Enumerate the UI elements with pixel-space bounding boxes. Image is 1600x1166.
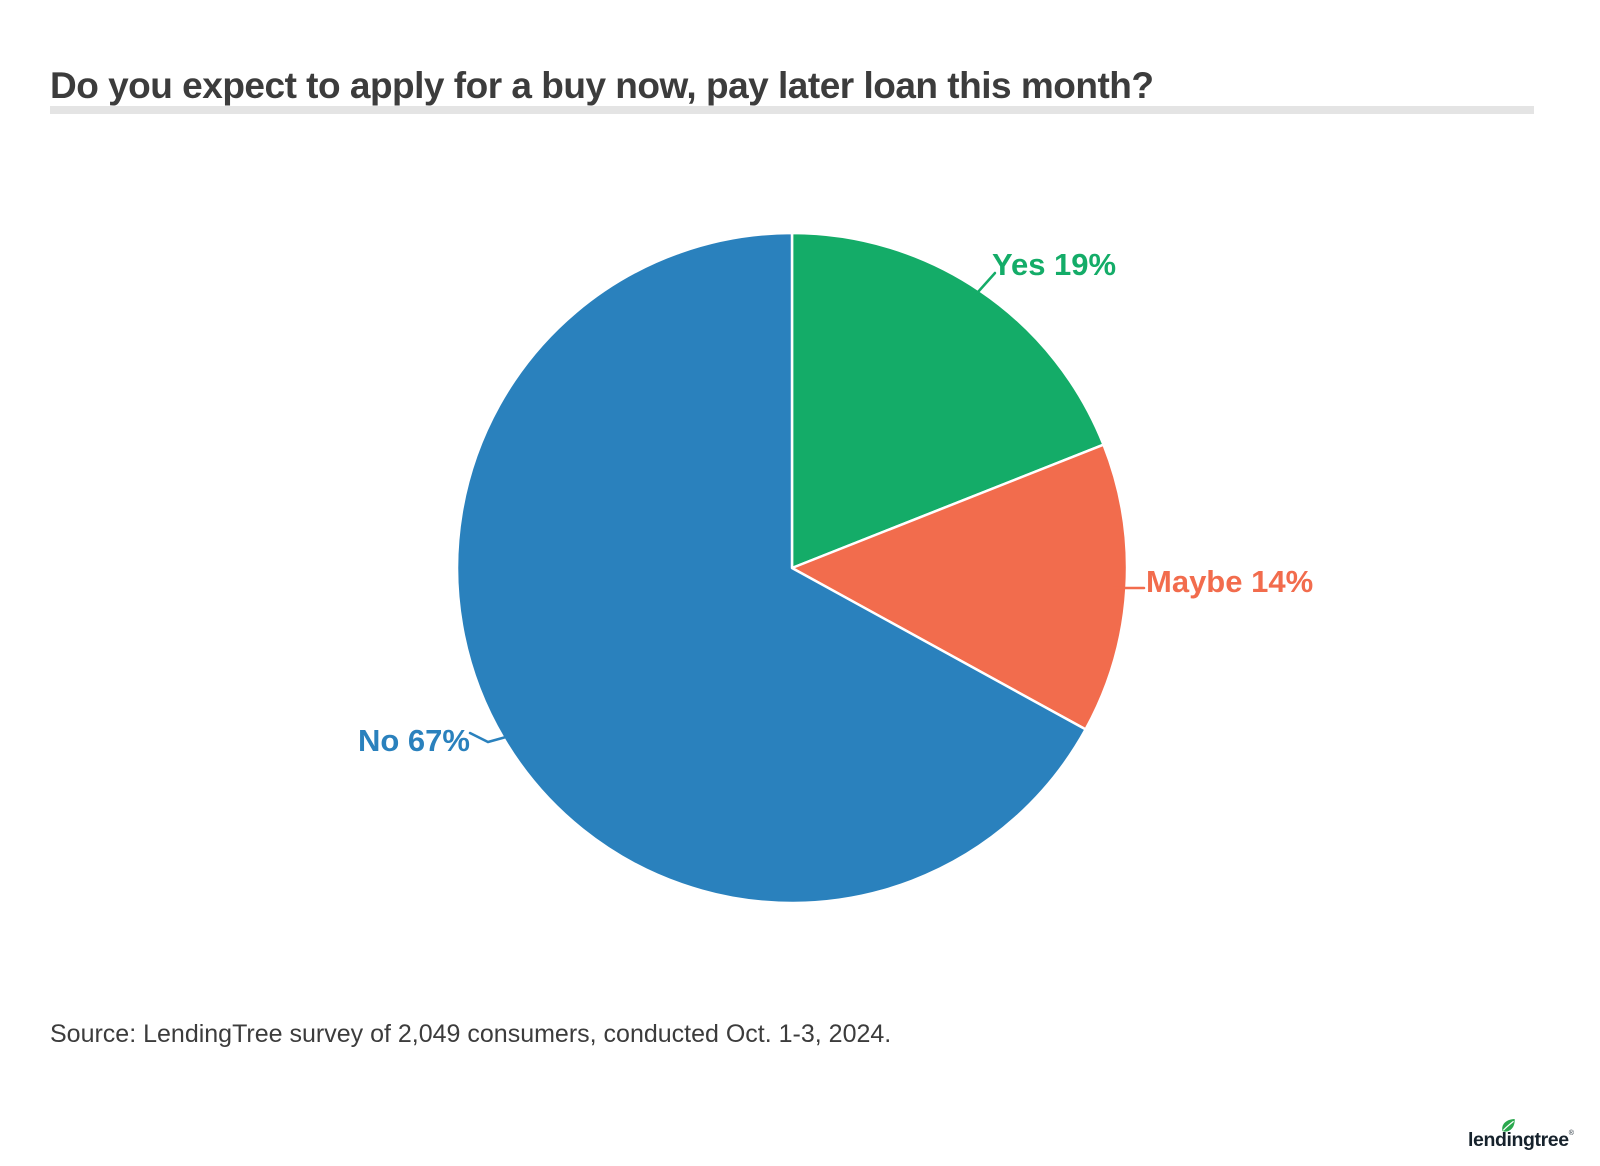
registered-trademark-symbol: ® bbox=[1568, 1130, 1574, 1137]
chart-title: Do you expect to apply for a buy now, pa… bbox=[50, 64, 1154, 106]
source-note: Source: LendingTree survey of 2,049 cons… bbox=[50, 1020, 892, 1048]
pie-label-yes: Yes 19% bbox=[992, 247, 1117, 282]
lendingtree-logo-text: lendingtree bbox=[1468, 1129, 1569, 1151]
label-leader-line-no bbox=[468, 731, 508, 744]
leaf-icon bbox=[1502, 1118, 1515, 1132]
title-divider bbox=[50, 106, 1534, 114]
lendingtree-logo: lendingtree® bbox=[1468, 1118, 1574, 1155]
label-leader-line-yes bbox=[976, 271, 997, 294]
pie-label-no: No 67% bbox=[358, 723, 470, 758]
pie-label-maybe: Maybe 14% bbox=[1146, 564, 1314, 599]
leaf-vein bbox=[1502, 1120, 1514, 1131]
